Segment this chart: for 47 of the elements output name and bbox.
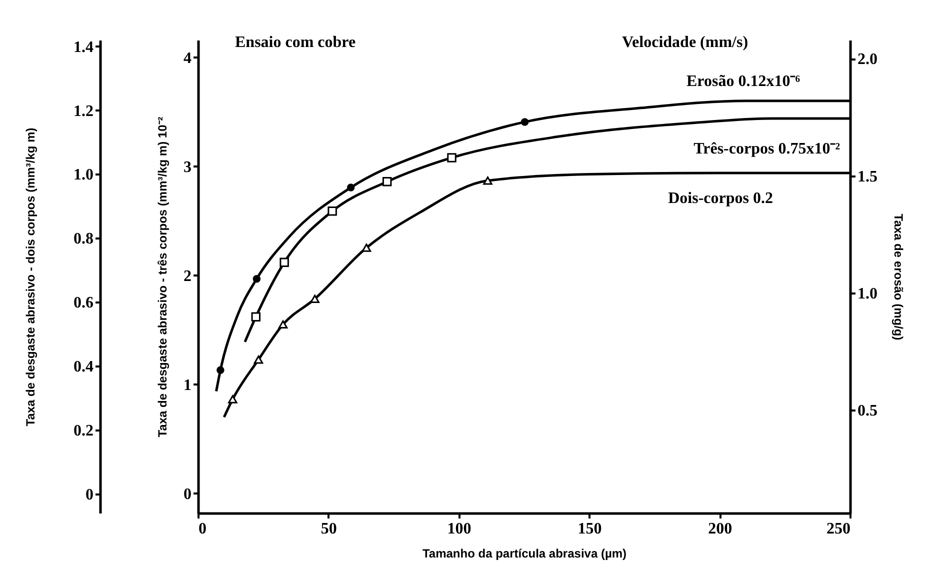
y2-axis-title: Taxa de erosão (mg/g)	[892, 214, 906, 340]
y-tick-label: 4	[184, 50, 192, 67]
x-tick-label: 50	[320, 520, 337, 538]
point	[310, 294, 320, 303]
point	[382, 177, 392, 186]
y3-tick-label: 0.4	[74, 358, 94, 376]
y3-axis-title: Taxa de desgaste abrasivo - dois corpos (mm³/kg m)	[24, 128, 38, 426]
y-axis-title: Taxa de desgaste abrasivo - três corpos (mm³/kg m) 10⁻²	[156, 116, 170, 438]
x-tick-label: 100	[447, 520, 472, 538]
annotation: Ensaio com cobre	[235, 34, 356, 51]
y3-tick-label: 1.2	[74, 102, 94, 120]
point	[216, 366, 224, 374]
point	[254, 355, 264, 364]
y3-tick-label: 1.4	[74, 38, 94, 56]
point	[483, 176, 492, 185]
point	[278, 320, 288, 329]
y3-tick-label: 0.8	[74, 230, 94, 248]
point	[252, 274, 261, 283]
series-label: Dois-corpos 0.2	[668, 190, 773, 207]
series-label: Três-corpos 0.75x10⁻²	[694, 140, 840, 158]
x-tick-label: 0	[198, 520, 206, 538]
x-tick-label: 250	[826, 520, 850, 538]
x-tick-label: 150	[578, 520, 602, 538]
point	[346, 184, 355, 192]
y-tick-label: 0	[184, 486, 192, 503]
point	[251, 312, 261, 322]
y-tick-label: 2	[184, 268, 192, 285]
y3-tick-label: 0.6	[74, 294, 94, 312]
y-tick-label: 3	[184, 158, 192, 176]
series-label: Erosão 0.12x10⁻⁶	[686, 72, 800, 90]
point	[328, 206, 337, 216]
x-axis-title: Tamanho da partícula abrasiva (µm)	[422, 546, 627, 560]
point	[362, 244, 372, 252]
y-tick-label: 1	[184, 376, 192, 394]
y2-tick-label: 1.5	[858, 168, 878, 186]
y3-tick-label: 0	[86, 486, 94, 504]
point	[447, 153, 456, 162]
y3-tick-label: 0.2	[74, 422, 94, 440]
point	[228, 395, 238, 404]
y3-tick-label: 1.0	[74, 166, 94, 184]
x-tick-label: 200	[708, 520, 732, 538]
y2-tick-label: 1.0	[858, 285, 878, 302]
point	[280, 258, 289, 267]
y2-tick-label: 2.0	[858, 51, 878, 68]
point	[520, 118, 529, 126]
y2-tick-label: 0.5	[858, 402, 878, 420]
annotation: Velocidade (mm/s)	[622, 34, 748, 51]
